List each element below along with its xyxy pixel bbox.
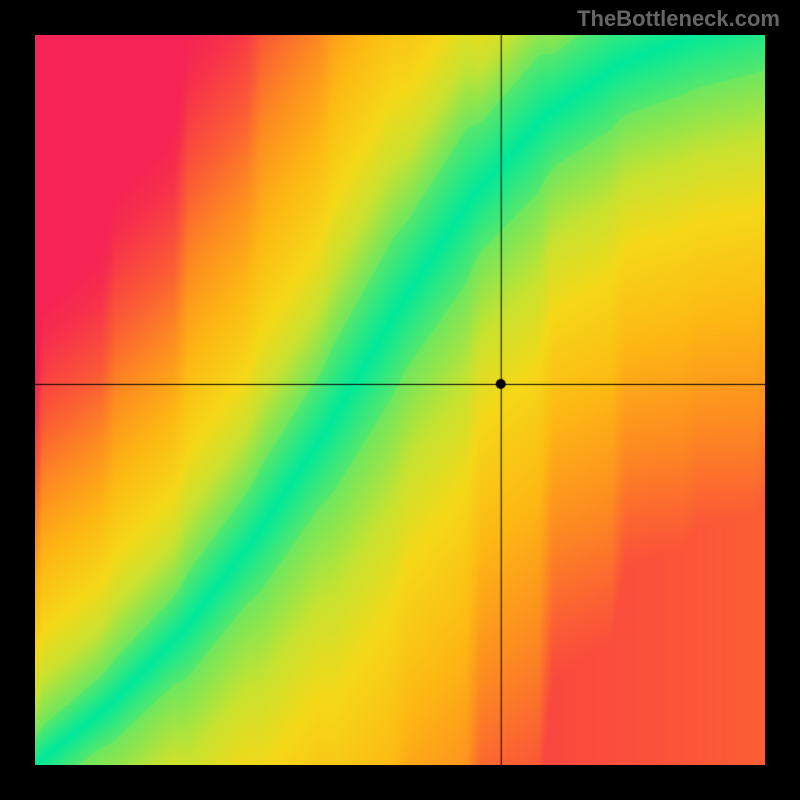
heatmap-canvas [35, 35, 765, 765]
heatmap-chart [35, 35, 765, 765]
watermark-text: TheBottleneck.com [577, 6, 780, 32]
